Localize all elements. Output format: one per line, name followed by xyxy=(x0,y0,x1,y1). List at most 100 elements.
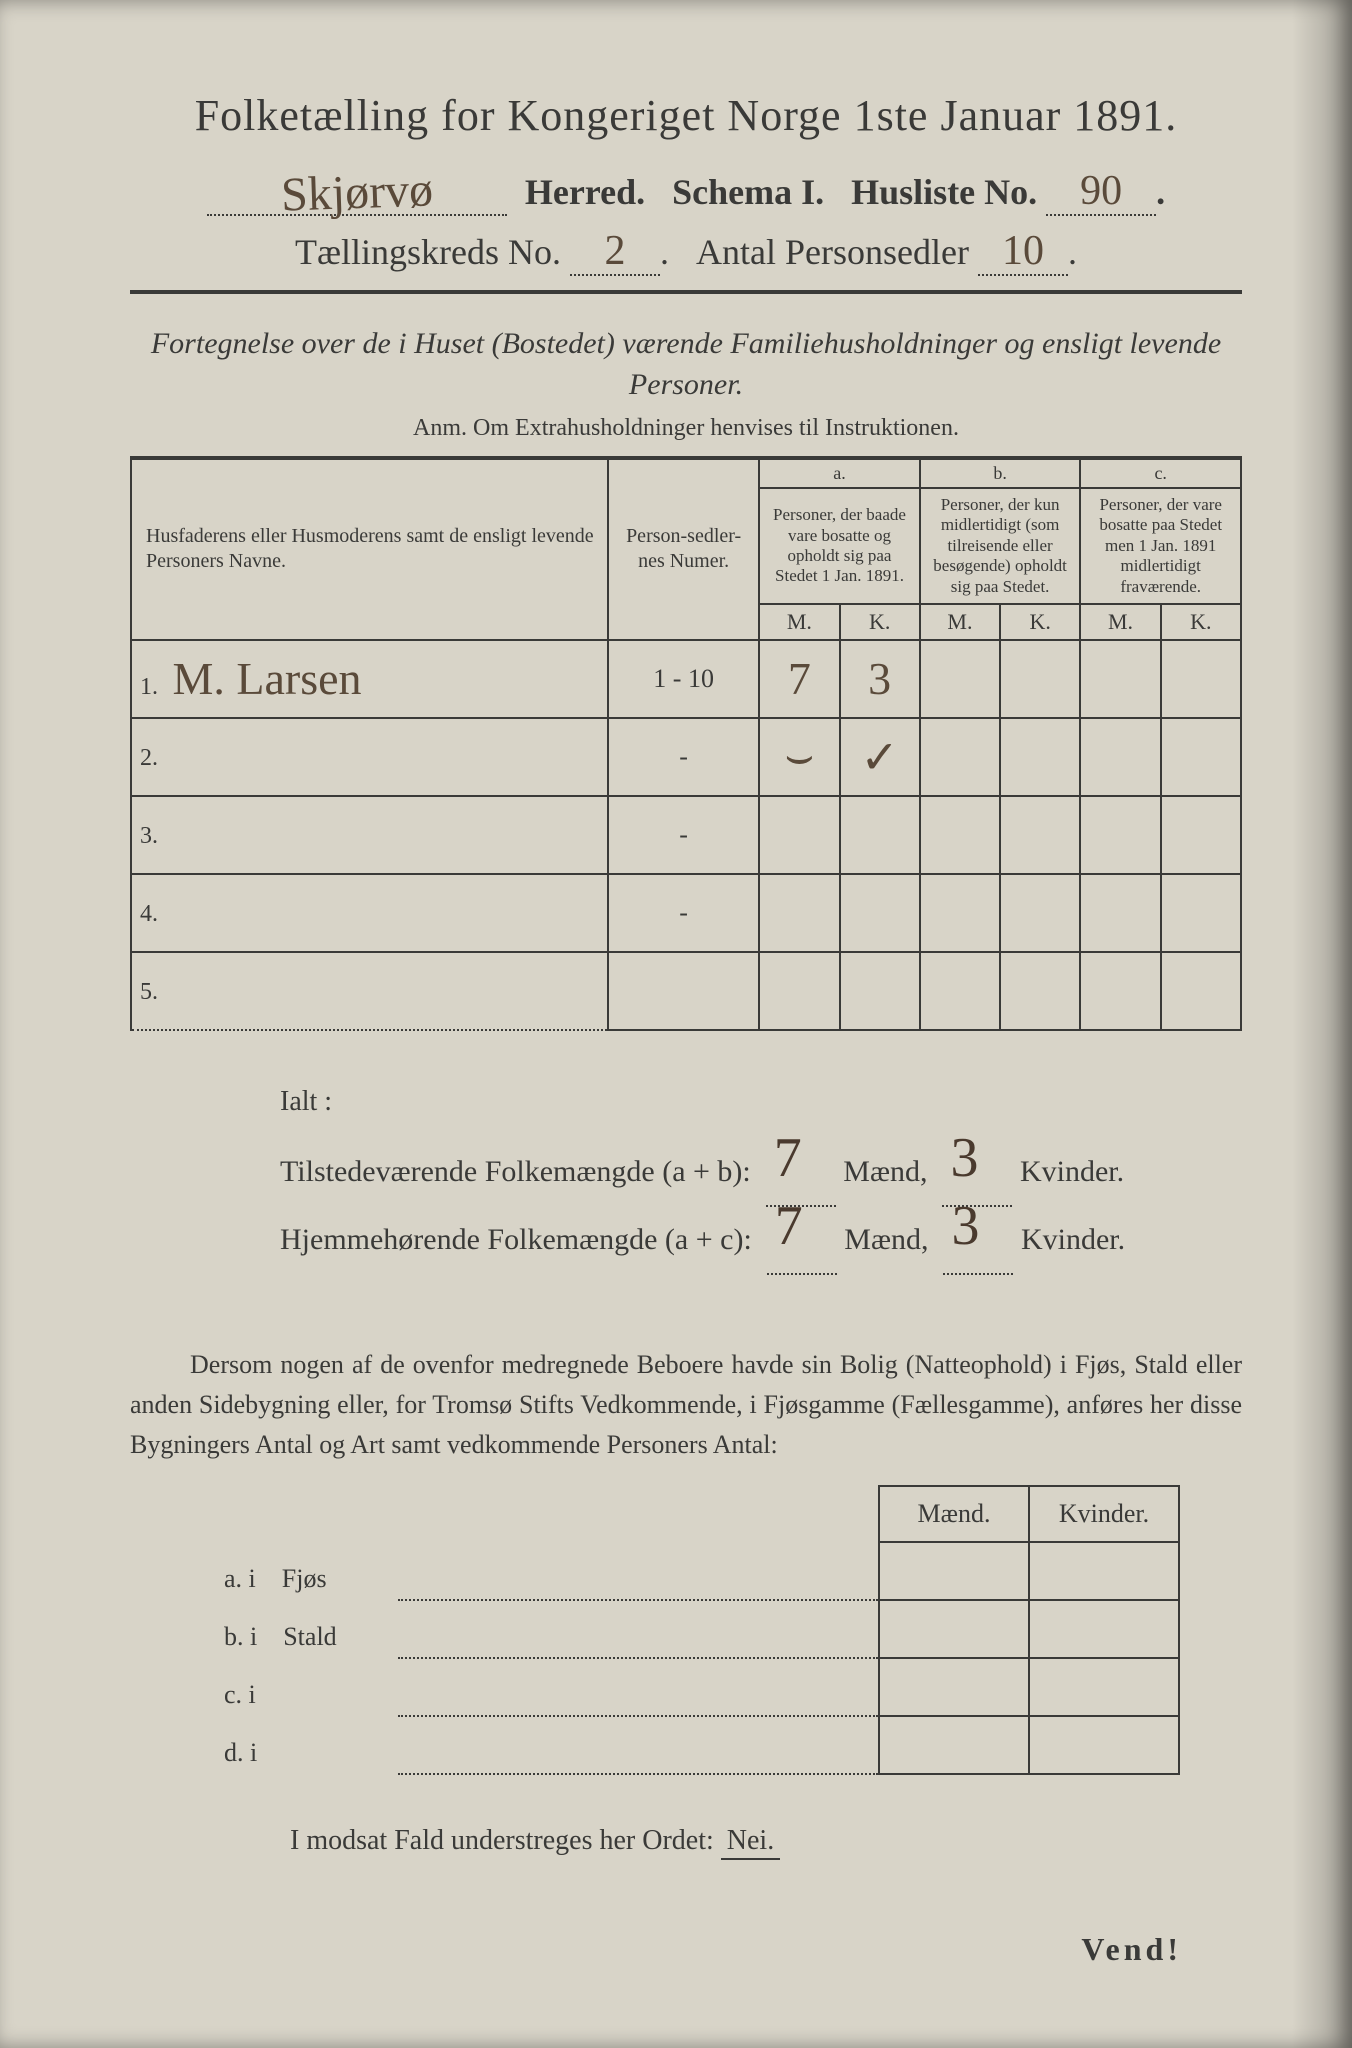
mk-dots xyxy=(398,1716,879,1774)
table-row: 3. - xyxy=(131,796,1241,874)
cell-num: - xyxy=(608,718,759,796)
mk-m xyxy=(879,1716,1029,1774)
totals-line-1: Tilstedeværende Folkemængde (a + b): 7 M… xyxy=(280,1139,1242,1207)
cell-num: 1 - 10 xyxy=(608,640,759,718)
cell-c-m xyxy=(1080,796,1160,874)
herred-field: Skjørvø xyxy=(207,159,507,216)
th-c-m: M. xyxy=(1080,604,1160,640)
table-row: 2. -⌣✓ xyxy=(131,718,1241,796)
mk-head-k: Kvinder. xyxy=(1029,1486,1179,1542)
cell-a-m xyxy=(759,874,839,952)
subtitle: Fortegnelse over de i Huset (Bostedet) v… xyxy=(130,324,1242,405)
cell-b-m xyxy=(920,640,1000,718)
kreds-no-field: 2 xyxy=(570,230,660,276)
table-row: 5. xyxy=(131,952,1241,1030)
cell-c-m xyxy=(1080,874,1160,952)
tot2-label: Hjemmehørende Folkemængde (a + c): xyxy=(280,1223,752,1256)
cell-a-k xyxy=(840,796,920,874)
building-row: c. i xyxy=(220,1658,1179,1716)
header-line-2: Skjørvø Herred. Schema I. Husliste No. 9… xyxy=(130,159,1242,216)
husliste-no: 90 xyxy=(1080,168,1122,214)
cell-a-m xyxy=(759,952,839,1030)
herred-handwritten: Skjørvø xyxy=(280,162,434,222)
cell-c-m xyxy=(1080,640,1160,718)
cell-c-k xyxy=(1161,874,1241,952)
tot2-k-field: 3 xyxy=(943,1207,1013,1275)
cell-a-m: ⌣ xyxy=(759,718,839,796)
tot2-m: 7 xyxy=(775,1165,803,1288)
building-row: a. i Fjøs xyxy=(220,1542,1179,1600)
kreds-no: 2 xyxy=(605,228,626,274)
cell-b-m xyxy=(920,796,1000,874)
cell-c-k xyxy=(1161,796,1241,874)
nei-line: I modsat Fald understreges her Ordet: Ne… xyxy=(290,1825,1242,1857)
cell-a-k xyxy=(840,952,920,1030)
totals-block: Ialt : Tilstedeværende Folkemængde (a + … xyxy=(280,1071,1242,1275)
th-a-k: K. xyxy=(840,604,920,640)
nei-word: Nei. xyxy=(721,1825,780,1860)
table-row: 1. M. Larsen1 - 1073 xyxy=(131,640,1241,718)
herred-label: Herred. xyxy=(525,172,645,212)
mk-dots xyxy=(398,1658,879,1716)
mk-k xyxy=(1029,1658,1179,1716)
th-num: Person-sedler-nes Numer. xyxy=(608,458,759,640)
header-rule xyxy=(130,290,1242,294)
tot1-label: Tilstedeværende Folkemængde (a + b): xyxy=(280,1155,751,1188)
mk-lab: c. i xyxy=(220,1658,398,1716)
kreds-label: Tællingskreds No. xyxy=(295,232,561,272)
mk-lab: b. i Stald xyxy=(220,1600,398,1658)
th-b-k: K. xyxy=(1000,604,1080,640)
mk-dots xyxy=(398,1600,879,1658)
kvinder-2: Kvinder. xyxy=(1021,1223,1125,1256)
th-a-m: M. xyxy=(759,604,839,640)
bottom-paragraph: Dersom nogen af de ovenfor medregnede Be… xyxy=(130,1345,1242,1466)
cell-c-m xyxy=(1080,718,1160,796)
maend-1: Mænd, xyxy=(843,1155,927,1188)
ialt-label: Ialt : xyxy=(280,1071,1242,1133)
cell-a-k: ✓ xyxy=(840,718,920,796)
cell-b-k xyxy=(1000,874,1080,952)
cell-c-m xyxy=(1080,952,1160,1030)
mk-head-m: Mænd. xyxy=(879,1486,1029,1542)
schema-label: Schema I. xyxy=(672,172,824,212)
th-b-label: b. xyxy=(920,458,1081,488)
mk-k xyxy=(1029,1716,1179,1774)
th-c-text: Personer, der vare bosatte paa Stedet me… xyxy=(1080,488,1241,604)
th-a-text: Personer, der baade vare bosatte og opho… xyxy=(759,488,920,604)
husliste-no-field: 90 xyxy=(1046,170,1156,216)
cell-num: - xyxy=(608,874,759,952)
cell-num xyxy=(608,952,759,1030)
cell-name: 5. xyxy=(131,952,608,1030)
vend-label: Vend! xyxy=(1081,1931,1182,1968)
th-name: Husfaderens eller Husmoderens samt de en… xyxy=(131,458,608,640)
cell-a-m xyxy=(759,796,839,874)
th-b-m: M. xyxy=(920,604,1000,640)
cell-c-k xyxy=(1161,952,1241,1030)
page-edge-shadow xyxy=(1292,0,1352,2048)
cell-name: 3. xyxy=(131,796,608,874)
tot2-k: 3 xyxy=(951,1165,979,1288)
mk-lab: a. i Fjøs xyxy=(220,1542,398,1600)
bottom-para-text: Dersom nogen af de ovenfor medregnede Be… xyxy=(130,1350,1242,1460)
building-row: d. i xyxy=(220,1716,1179,1774)
mk-k xyxy=(1029,1600,1179,1658)
th-a-label: a. xyxy=(759,458,920,488)
mk-lab: d. i xyxy=(220,1716,398,1774)
antal-no-field: 10 xyxy=(978,230,1068,276)
cell-b-k xyxy=(1000,640,1080,718)
building-table: Mænd. Kvinder. a. i Fjøsb. i Staldc. i d… xyxy=(220,1485,1180,1775)
mk-m xyxy=(879,1658,1029,1716)
mk-dots xyxy=(398,1542,879,1600)
table-row: 4. - xyxy=(131,874,1241,952)
antal-label: Antal Personsedler xyxy=(696,232,969,272)
cell-a-k xyxy=(840,874,920,952)
anm-note: Anm. Om Extrahusholdninger henvises til … xyxy=(130,415,1242,442)
tot2-m-field: 7 xyxy=(767,1207,837,1275)
cell-num: - xyxy=(608,796,759,874)
page-title: Folketælling for Kongeriget Norge 1ste J… xyxy=(130,90,1242,141)
cell-b-k xyxy=(1000,796,1080,874)
husliste-label: Husliste No. xyxy=(851,172,1037,212)
cell-name: 1. M. Larsen xyxy=(131,640,608,718)
kvinder-1: Kvinder. xyxy=(1020,1155,1124,1188)
th-c-label: c. xyxy=(1080,458,1241,488)
